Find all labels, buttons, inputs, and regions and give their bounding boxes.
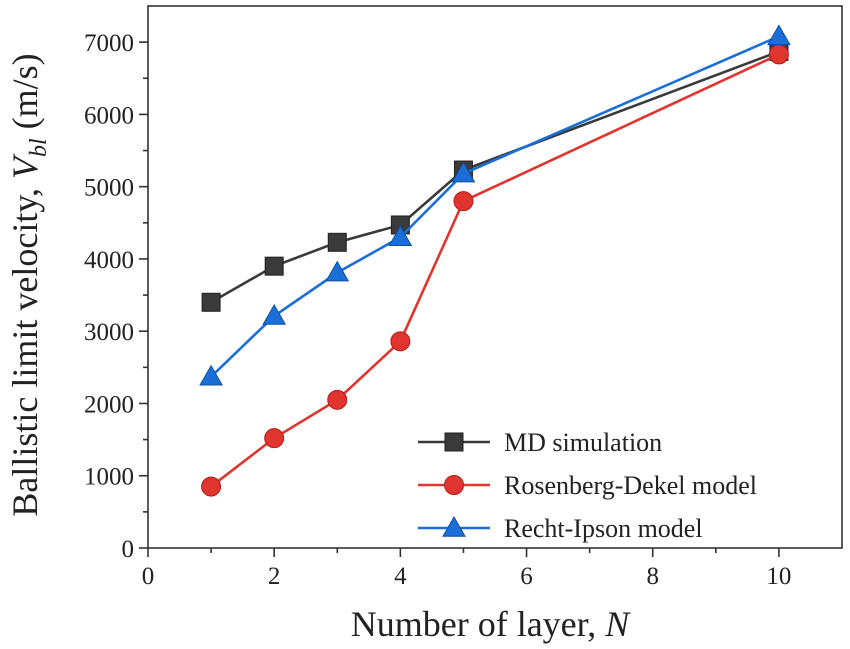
x-tick-label: 8 [646, 563, 659, 590]
x-ticks: 0 2 4 6 8 10 [142, 548, 791, 590]
legend-label: MD simulation [504, 428, 662, 457]
y-tick-label: 2000 [84, 391, 134, 418]
y-axis-title: Ballistic limit velocity, Vbl (m/s) [5, 53, 52, 516]
x-tick-label: 4 [394, 563, 407, 590]
legend-label: Recht-Ipson model [504, 514, 703, 543]
data-point [201, 292, 221, 312]
axes [147, 5, 843, 549]
data-point [201, 476, 222, 497]
legend-label: Rosenberg-Dekel model [504, 471, 757, 500]
y-tick-label: 4000 [84, 247, 134, 274]
legend-marker [444, 432, 464, 452]
data-point [325, 260, 350, 282]
series-line [210, 50, 780, 304]
data-point [262, 304, 287, 325]
y-ticks: 0 1000 2000 3000 4000 5000 6000 7000 [84, 30, 148, 563]
series-line [210, 35, 780, 378]
legend-entry: MD simulation [418, 428, 662, 457]
data-point [327, 232, 347, 252]
data-point [264, 256, 284, 276]
legend-entry: Recht-Ipson model [418, 514, 703, 543]
series-1 [201, 44, 789, 497]
data-point [453, 191, 474, 212]
y-tick-label: 5000 [84, 175, 134, 202]
data-point [390, 331, 411, 352]
legend-marker [444, 475, 464, 495]
x-axis-title: Number of layer, N [351, 604, 631, 644]
series-line [210, 53, 780, 488]
y-tick-label: 7000 [84, 30, 134, 57]
x-tick-label: 0 [142, 563, 155, 590]
series-layer [199, 24, 791, 497]
data-point [768, 44, 789, 65]
data-point [767, 24, 791, 46]
series-0 [201, 42, 789, 312]
y-tick-label: 3000 [84, 319, 134, 346]
y-tick-label: 6000 [84, 102, 134, 129]
y-tick-label: 1000 [84, 464, 134, 491]
series-2 [199, 24, 791, 386]
data-point [327, 389, 348, 410]
y-tick-label: 0 [122, 536, 135, 563]
data-point [199, 364, 223, 386]
data-point [451, 161, 476, 183]
data-point [388, 225, 413, 247]
plot-frame [147, 5, 843, 549]
legend: MD simulation Rosenberg-Dekel model Recht-… [418, 428, 757, 543]
legend-marker [442, 515, 466, 537]
x-tick-label: 6 [520, 563, 533, 590]
legend-entry: Rosenberg-Dekel model [418, 471, 757, 500]
x-tick-label: 2 [268, 563, 281, 590]
data-point [264, 428, 285, 449]
x-tick-label: 10 [766, 563, 791, 590]
